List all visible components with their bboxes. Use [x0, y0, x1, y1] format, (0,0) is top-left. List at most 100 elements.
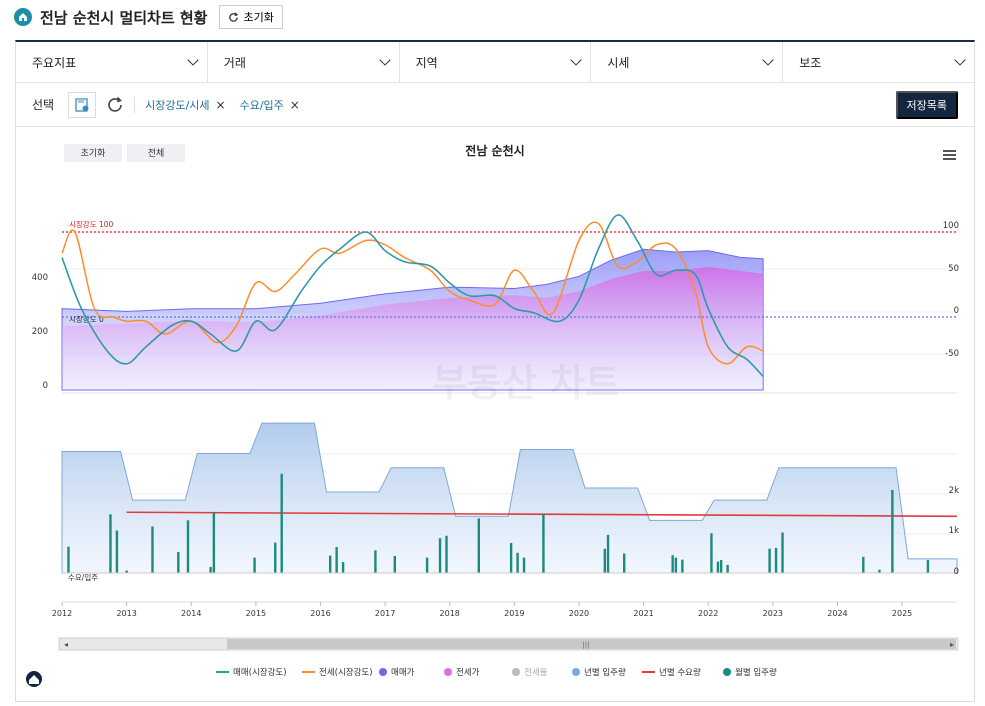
multi-chart: 초기화 전체 전남 순천시 시장강도 100 시장강도 0 400 200 0 100 50 0 -5…: [16, 128, 974, 702]
monthly-supply-bar: [671, 555, 674, 573]
y-tick-lower: 0: [954, 567, 959, 577]
ref-line-label-100: 시장강도 100: [69, 219, 114, 229]
filter-bar: 주요지표 거래 지역 시세 보조: [16, 42, 974, 83]
save-settings-icon[interactable]: [68, 91, 97, 118]
dropdown-label: 시세: [607, 55, 630, 70]
monthly-supply-bar: [425, 557, 429, 573]
menu-icon[interactable]: [943, 154, 956, 156]
chevron-down-icon: [378, 54, 391, 66]
monthly-supply-bar: [862, 556, 865, 573]
monthly-supply-bar: [438, 538, 442, 573]
legend-dot-marker: [572, 668, 580, 676]
monthly-supply-bar: [603, 548, 607, 573]
monthly-supply-bar: [186, 520, 190, 573]
legend-item-label: 년별 수요량: [659, 667, 701, 678]
monthly-supply-bar: [328, 555, 332, 573]
legend-dot-marker: [512, 668, 520, 676]
monthly-supply-bar: [209, 566, 212, 573]
monthly-supply-bar: [878, 569, 881, 573]
y-tick-left: 0: [43, 381, 48, 391]
legend-item-label: 전세율: [524, 667, 548, 678]
chevron-down-icon: [762, 54, 774, 66]
x-tick-label: 2016: [310, 609, 330, 618]
monthly-supply-bar: [151, 526, 154, 573]
close-icon[interactable]: ×: [289, 97, 300, 112]
selection-bar: 선택 시장강도/시세 × 수요/입주 × 저장목록: [16, 83, 974, 127]
y-tick-right: 50: [948, 264, 959, 274]
x-tick-label: 2014: [181, 609, 201, 618]
y-tick-right: -50: [945, 349, 959, 359]
legend-dot-marker: [444, 668, 452, 676]
dropdown-label: 거래: [223, 55, 246, 70]
chart-reset-label: 초기화: [81, 148, 106, 159]
yearly-demand-line: [126, 511, 958, 518]
logo-icon: [29, 675, 39, 684]
watermark: 부동산 차트: [432, 361, 620, 405]
y-tick-lower: 2k: [949, 486, 959, 496]
y-tick-right: 0: [954, 306, 959, 316]
chart-all-label: 전체: [148, 148, 165, 159]
monthly-supply-bar: [781, 532, 784, 573]
trade-strength-line: [61, 214, 764, 378]
reset-button[interactable]: 초기화: [219, 5, 283, 29]
menu-icon[interactable]: [943, 158, 956, 160]
legend-dot-marker: [379, 668, 387, 676]
scrollbar-grip-icon: |||: [582, 641, 589, 649]
chevron-down-icon: [954, 54, 966, 66]
scrollbar-thumb[interactable]: [227, 639, 956, 649]
refresh-icon[interactable]: [106, 96, 124, 114]
x-tick-label: 2020: [569, 609, 589, 618]
x-tick-label: 2024: [827, 609, 847, 618]
monthly-supply-bar: [341, 562, 345, 573]
yearly-supply-area: [61, 422, 958, 574]
dropdown-trade[interactable]: 거래: [208, 42, 400, 82]
monthly-supply-bar: [67, 546, 70, 573]
x-tick-label: 2019: [504, 609, 524, 618]
chip-market-strength[interactable]: 시장강도/시세 ×: [145, 97, 226, 113]
chart-all-button[interactable]: [127, 144, 185, 162]
x-tick-label: 2013: [116, 609, 136, 618]
monthly-supply-bar: [115, 530, 119, 573]
reset-button-label: 초기화: [243, 12, 274, 24]
monthly-supply-bar: [335, 547, 338, 573]
chart-panel: 주요지표 거래 지역 시세 보조 선택 시장강도/시세 × 수요/입주 × 저장목록…: [15, 40, 975, 702]
monthly-supply-bar: [891, 489, 894, 573]
monthly-supply-bar: [710, 533, 713, 573]
divider: [134, 96, 136, 113]
dropdown-auxiliary[interactable]: 보조: [783, 42, 974, 82]
dropdown-main-indicator[interactable]: 주요지표: [16, 42, 208, 82]
save-list-button[interactable]: 저장목록: [895, 91, 958, 119]
scroll-left-icon: ◂: [64, 640, 68, 649]
legend-item-label: 전세가: [456, 667, 480, 678]
monthly-supply-bar: [774, 547, 778, 573]
monthly-supply-bar: [445, 535, 448, 573]
x-tick-label: 2012: [52, 609, 72, 618]
x-tick-label: 2023: [763, 609, 783, 618]
legend-item-label: 년별 입주량: [584, 667, 626, 678]
x-tick-label: 2015: [246, 609, 266, 618]
monthly-supply-bar: [274, 542, 277, 573]
home-icon[interactable]: [14, 8, 32, 26]
chip-demand-supply[interactable]: 수요/입주 ×: [240, 97, 300, 113]
monthly-supply-bar: [393, 555, 396, 573]
page-header: 전남 순천시 멀티차트 현황 초기화: [14, 4, 283, 30]
chart-reset-button[interactable]: [64, 144, 122, 162]
legend-item-label: 전세(시장강도): [319, 667, 373, 678]
monthly-supply-bar: [726, 564, 729, 573]
menu-icon[interactable]: [943, 150, 956, 152]
chevron-down-icon: [187, 54, 199, 66]
x-tick-label: 2025: [892, 609, 912, 618]
monthly-supply-bar: [253, 557, 256, 573]
close-icon[interactable]: ×: [215, 97, 226, 112]
monthly-supply-bar: [109, 514, 112, 573]
monthly-supply-bar: [674, 557, 678, 573]
x-tick-label: 2018: [440, 609, 460, 618]
y-tick-left: 200: [32, 327, 48, 337]
monthly-supply-bar: [926, 560, 930, 573]
dropdown-region[interactable]: 지역: [400, 42, 592, 82]
dropdown-price[interactable]: 시세: [591, 42, 784, 82]
legend-item-label: 월별 입주량: [735, 667, 777, 678]
monthly-supply-bar: [623, 553, 626, 573]
lower-pane-label: 수요/입주: [68, 573, 98, 582]
dropdown-label: 지역: [415, 55, 438, 70]
